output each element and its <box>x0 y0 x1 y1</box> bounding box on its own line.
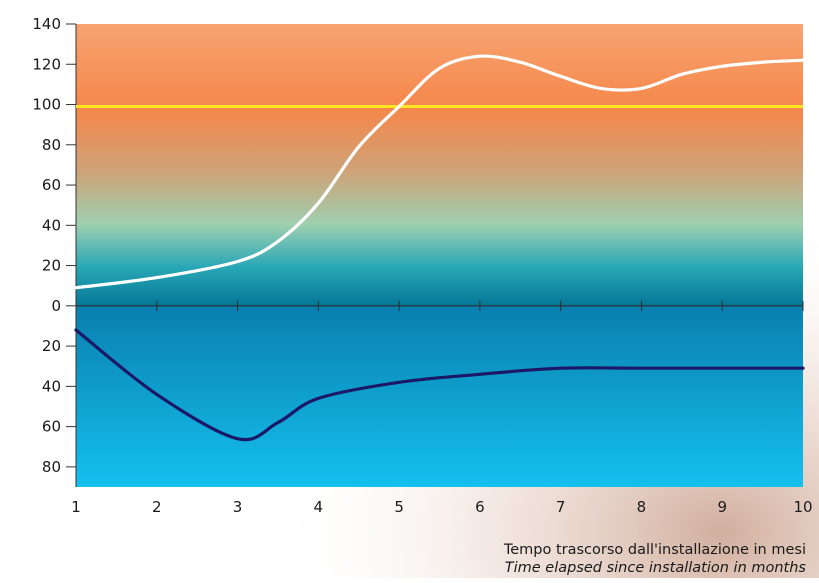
series-line-lower <box>74 328 805 442</box>
x-tick-label: 4 <box>314 498 324 516</box>
x-axis-labels: 1 2 3 4 5 6 7 8 9 10 <box>71 498 812 516</box>
y-tick-label: 60 <box>42 176 61 194</box>
x-tick-label: 10 <box>793 498 812 516</box>
y-axis-labels: 140 120 100 80 60 40 20 0 20 40 60 80 <box>32 15 61 476</box>
y-tick-label: 40 <box>42 216 61 234</box>
x-tick-label: 7 <box>556 498 566 516</box>
series-line-upper <box>74 54 805 290</box>
y-tick-label: 20 <box>42 337 61 355</box>
y-tick-label: 100 <box>32 96 61 114</box>
x-tick-label: 3 <box>233 498 243 516</box>
x-tick-label: 8 <box>637 498 647 516</box>
x-tick-label: 9 <box>717 498 727 516</box>
y-tick-label: 40 <box>42 377 61 395</box>
x-tick-label: 1 <box>71 498 81 516</box>
x-tick-label: 2 <box>152 498 162 516</box>
y-tick-label: 60 <box>42 418 61 436</box>
plot-background-lower <box>76 305 803 487</box>
x-axis-title-english: Time elapsed since installation in month… <box>504 560 806 576</box>
x-tick-label: 6 <box>475 498 485 516</box>
plot-background-upper <box>76 24 803 306</box>
axes <box>66 23 804 487</box>
y-tick-label: 80 <box>42 136 61 154</box>
y-tick-label: 80 <box>42 458 61 476</box>
x-tick-label: 5 <box>394 498 404 516</box>
y-tick-label: 140 <box>32 15 61 33</box>
x-axis-title-italian: Tempo trascorso dall'installazione in me… <box>503 542 806 558</box>
y-tick-label: 20 <box>42 257 61 275</box>
y-tick-label: 120 <box>32 55 61 73</box>
series-layer <box>74 54 805 442</box>
y-tick-label: 0 <box>51 297 61 315</box>
